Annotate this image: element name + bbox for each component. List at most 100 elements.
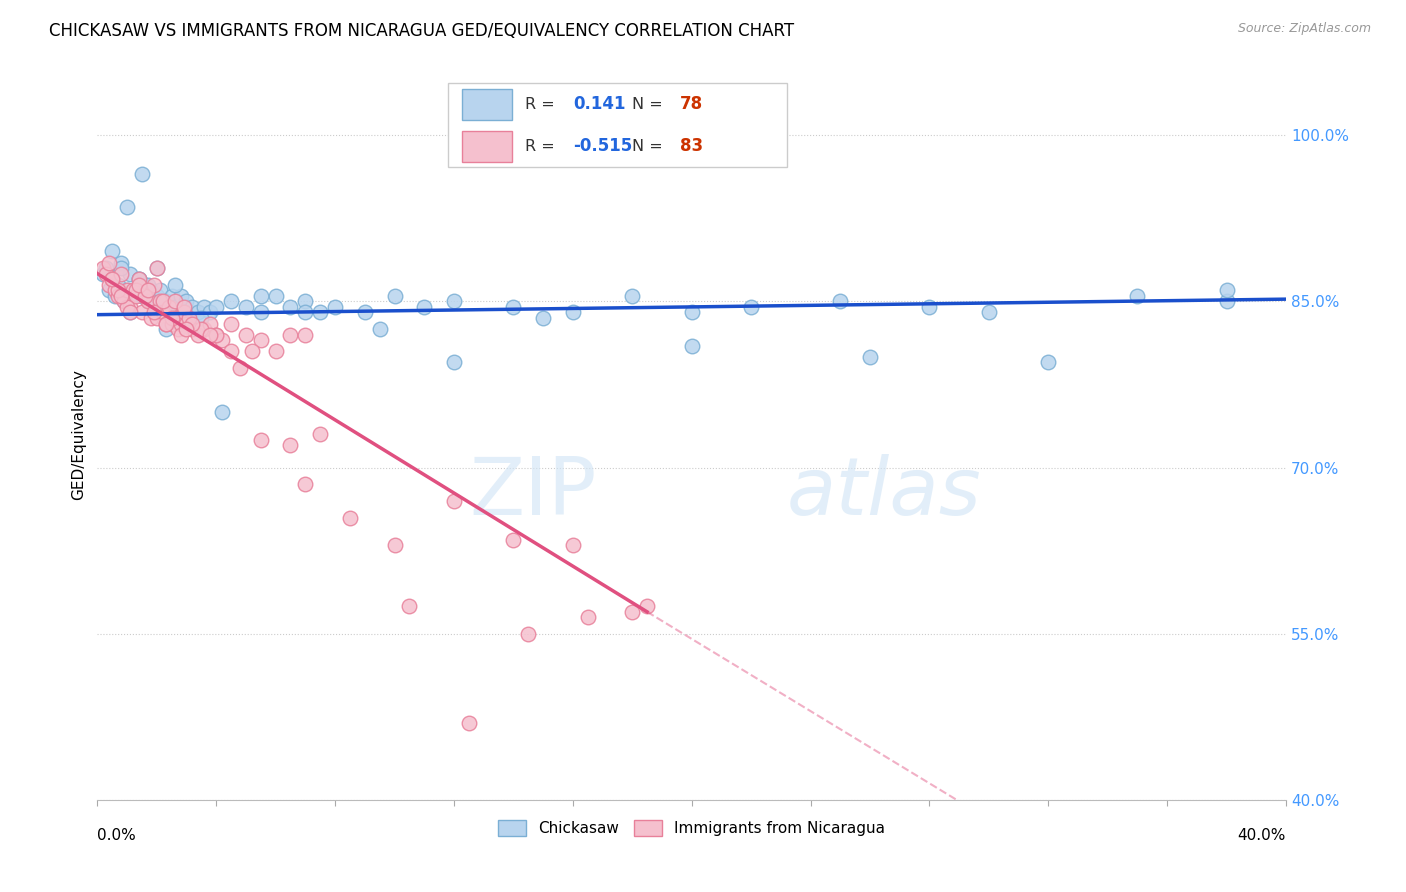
Point [169,327,191,342]
Y-axis label: GED/Equivalency: GED/Equivalency [72,369,86,500]
Point [235,327,257,342]
Point [131,289,153,303]
Point [443,294,465,309]
Point [107,277,129,292]
Point [134,277,156,292]
Point [152,294,174,309]
Text: 78: 78 [679,95,703,113]
Point [118,300,141,314]
Point [561,305,583,319]
Point [146,310,169,325]
Point [353,305,375,319]
Point [681,339,703,353]
Point [134,289,156,303]
Point [200,305,222,319]
Point [160,310,183,325]
Point [229,360,252,375]
Point [918,300,941,314]
Point [173,305,195,319]
Point [280,438,302,452]
Point [190,310,212,325]
Point [443,355,465,369]
Point [740,300,762,314]
Text: 0.141: 0.141 [572,95,626,113]
Point [169,289,191,303]
Point [190,322,212,336]
Point [125,289,148,303]
Point [149,294,172,309]
Text: -0.515: -0.515 [572,137,633,155]
Text: N =: N = [633,96,668,112]
Point [193,300,215,314]
Point [309,305,332,319]
Point [122,289,145,303]
Point [294,327,316,342]
Point [96,261,118,276]
Point [339,510,361,524]
Point [181,300,204,314]
Point [125,283,148,297]
Point [128,272,150,286]
Point [128,277,150,292]
Point [110,261,132,276]
Point [136,277,159,292]
Point [163,277,186,292]
Point [502,533,524,547]
Point [157,300,180,314]
Point [160,289,183,303]
Point [205,300,228,314]
Point [110,255,132,269]
Point [264,344,287,359]
Point [146,261,169,276]
Point [384,538,406,552]
Point [211,333,233,347]
Point [163,310,186,325]
Point [181,317,204,331]
Point [169,317,191,331]
Point [193,322,215,336]
Point [142,305,165,319]
Point [294,477,316,491]
Text: R =: R = [526,139,560,153]
Point [173,310,195,325]
Point [139,310,162,325]
FancyBboxPatch shape [463,131,512,161]
Point [110,289,132,303]
Point [166,322,188,336]
Point [155,322,177,336]
Point [249,305,271,319]
FancyBboxPatch shape [463,89,512,120]
Point [219,294,242,309]
Point [681,305,703,319]
Point [163,300,186,314]
Point [131,305,153,319]
Text: N =: N = [633,139,668,153]
Point [115,300,138,314]
Point [122,283,145,297]
Point [1038,355,1060,369]
Point [160,317,183,331]
Point [413,300,436,314]
Point [163,294,186,309]
Point [107,283,129,297]
Point [249,333,271,347]
Point [294,305,316,319]
Point [155,317,177,331]
Point [152,300,174,314]
Point [115,283,138,297]
Point [104,283,127,297]
Point [211,405,233,419]
Point [128,272,150,286]
Point [107,289,129,303]
Point [101,272,124,286]
Point [176,294,198,309]
Point [621,289,644,303]
Point [457,715,479,730]
Point [219,317,242,331]
Point [240,344,263,359]
Point [830,294,852,309]
Point [149,283,172,297]
Point [636,599,658,614]
Point [173,305,195,319]
Point [142,277,165,292]
